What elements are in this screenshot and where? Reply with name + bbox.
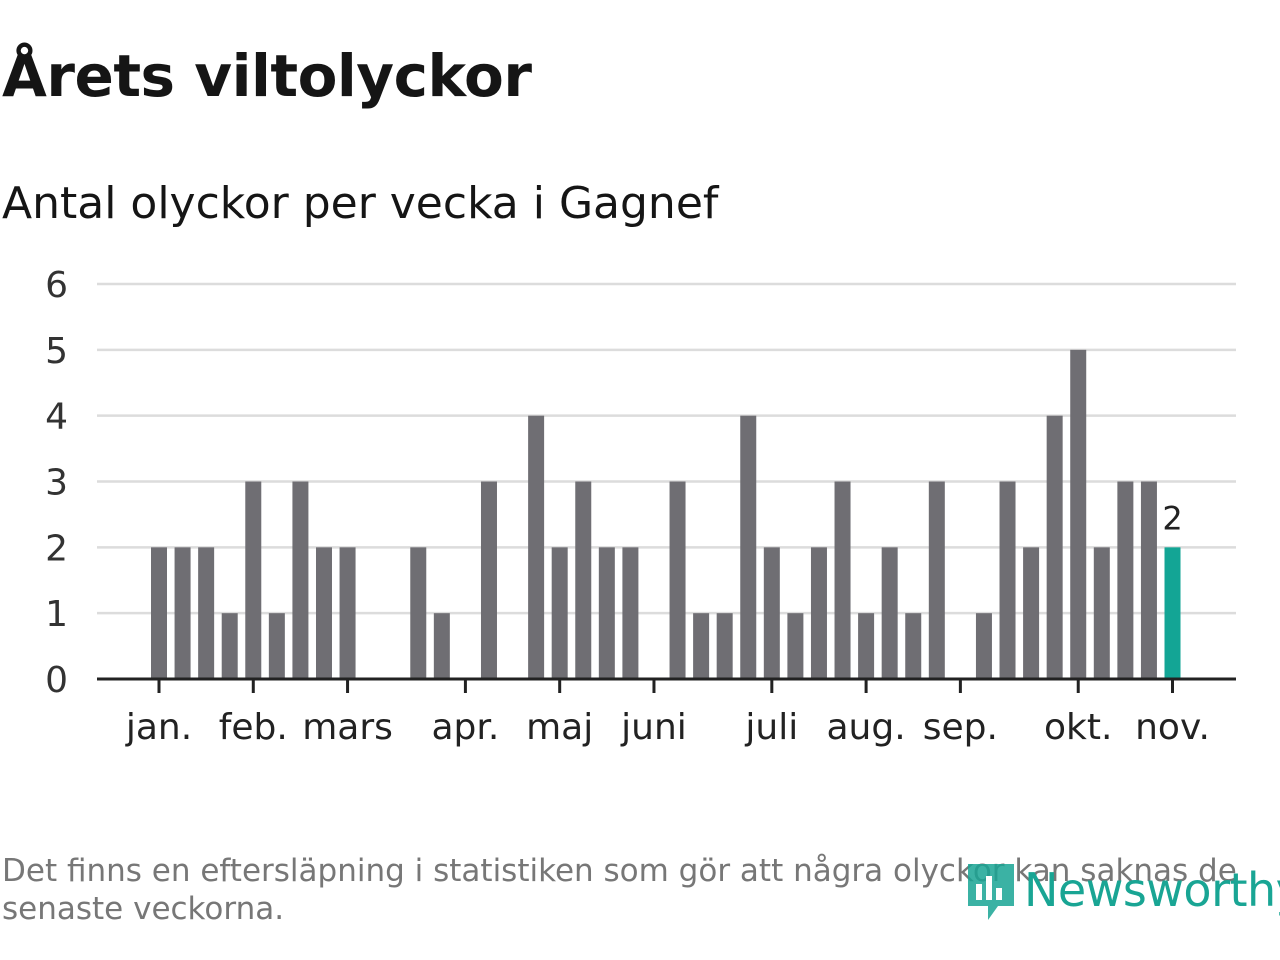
bar — [315, 547, 332, 679]
bar — [1093, 547, 1110, 679]
bar — [598, 547, 615, 679]
bar — [221, 613, 238, 679]
y-tick-label: 3 — [45, 463, 68, 504]
bar — [174, 547, 191, 679]
newsworthy-logo-icon — [968, 864, 1014, 920]
bar — [410, 547, 427, 679]
x-tick-label: feb. — [219, 707, 288, 748]
bar — [551, 547, 568, 679]
bar — [622, 547, 639, 679]
bar — [810, 547, 827, 679]
y-tick-label: 4 — [45, 397, 68, 438]
bar — [669, 481, 686, 679]
bar — [975, 613, 992, 679]
gridlines — [97, 282, 1236, 615]
x-tick-label: maj — [526, 707, 593, 748]
bar — [928, 481, 945, 679]
brand-name: Newsworthy — [1024, 863, 1280, 917]
bar — [528, 415, 545, 679]
bar-chart: 0 1 2 3 4 5 6 jan. feb. mars apr. maj juni juli aug. s… — [45, 265, 1236, 748]
chart-subtitle: Antal olyckor per vecka i Gagnef — [2, 178, 719, 229]
data-labels: 2 — [1162, 499, 1182, 537]
y-tick-label: 0 — [45, 660, 68, 701]
x-tick-label: okt. — [1044, 707, 1112, 748]
bar — [740, 415, 757, 679]
brand-logo: Newsworthy — [964, 854, 1280, 926]
x-tick-label: jan. — [125, 707, 192, 748]
bar — [834, 481, 851, 679]
bars — [151, 349, 1181, 679]
bar — [198, 547, 215, 679]
bar — [693, 613, 710, 679]
bar — [268, 613, 285, 679]
bar — [999, 481, 1016, 679]
y-tick-label: 5 — [45, 331, 68, 372]
bar — [151, 547, 167, 679]
footnote: Det finns en eftersläpning i statistiken… — [2, 853, 1237, 927]
x-tick-label: sep. — [923, 707, 998, 748]
bar — [1046, 415, 1063, 679]
bar — [480, 481, 497, 679]
x-tick-label: aug. — [827, 707, 906, 748]
x-axis: jan. feb. mars apr. maj juni juli aug. sep. okt. n… — [97, 677, 1236, 748]
highlight-value-label: 2 — [1162, 499, 1182, 537]
bar — [1117, 481, 1134, 679]
y-tick-label: 6 — [45, 265, 68, 306]
bar — [881, 547, 898, 679]
bar — [905, 613, 922, 679]
bar — [1070, 349, 1087, 679]
x-tick-label: apr. — [431, 707, 499, 748]
x-tick-label: mars — [302, 707, 393, 748]
bar — [716, 613, 733, 679]
bar — [1023, 547, 1040, 679]
bar — [787, 613, 804, 679]
bar — [575, 481, 592, 679]
x-tick-label: juni — [620, 707, 687, 748]
chart-title: Årets viltolyckor — [2, 42, 532, 110]
x-tick-label: juli — [744, 707, 798, 748]
bar — [339, 547, 356, 679]
y-tick-label: 2 — [45, 528, 68, 569]
y-axis: 0 1 2 3 4 5 6 — [45, 265, 68, 701]
bar — [245, 481, 262, 679]
bar — [433, 613, 450, 679]
bar-highlighted — [1164, 547, 1181, 679]
bar — [1140, 481, 1157, 679]
y-tick-label: 1 — [45, 594, 68, 635]
bar — [763, 547, 780, 679]
bar — [858, 613, 875, 679]
bar — [292, 481, 309, 679]
x-tick-label: nov. — [1135, 707, 1210, 748]
